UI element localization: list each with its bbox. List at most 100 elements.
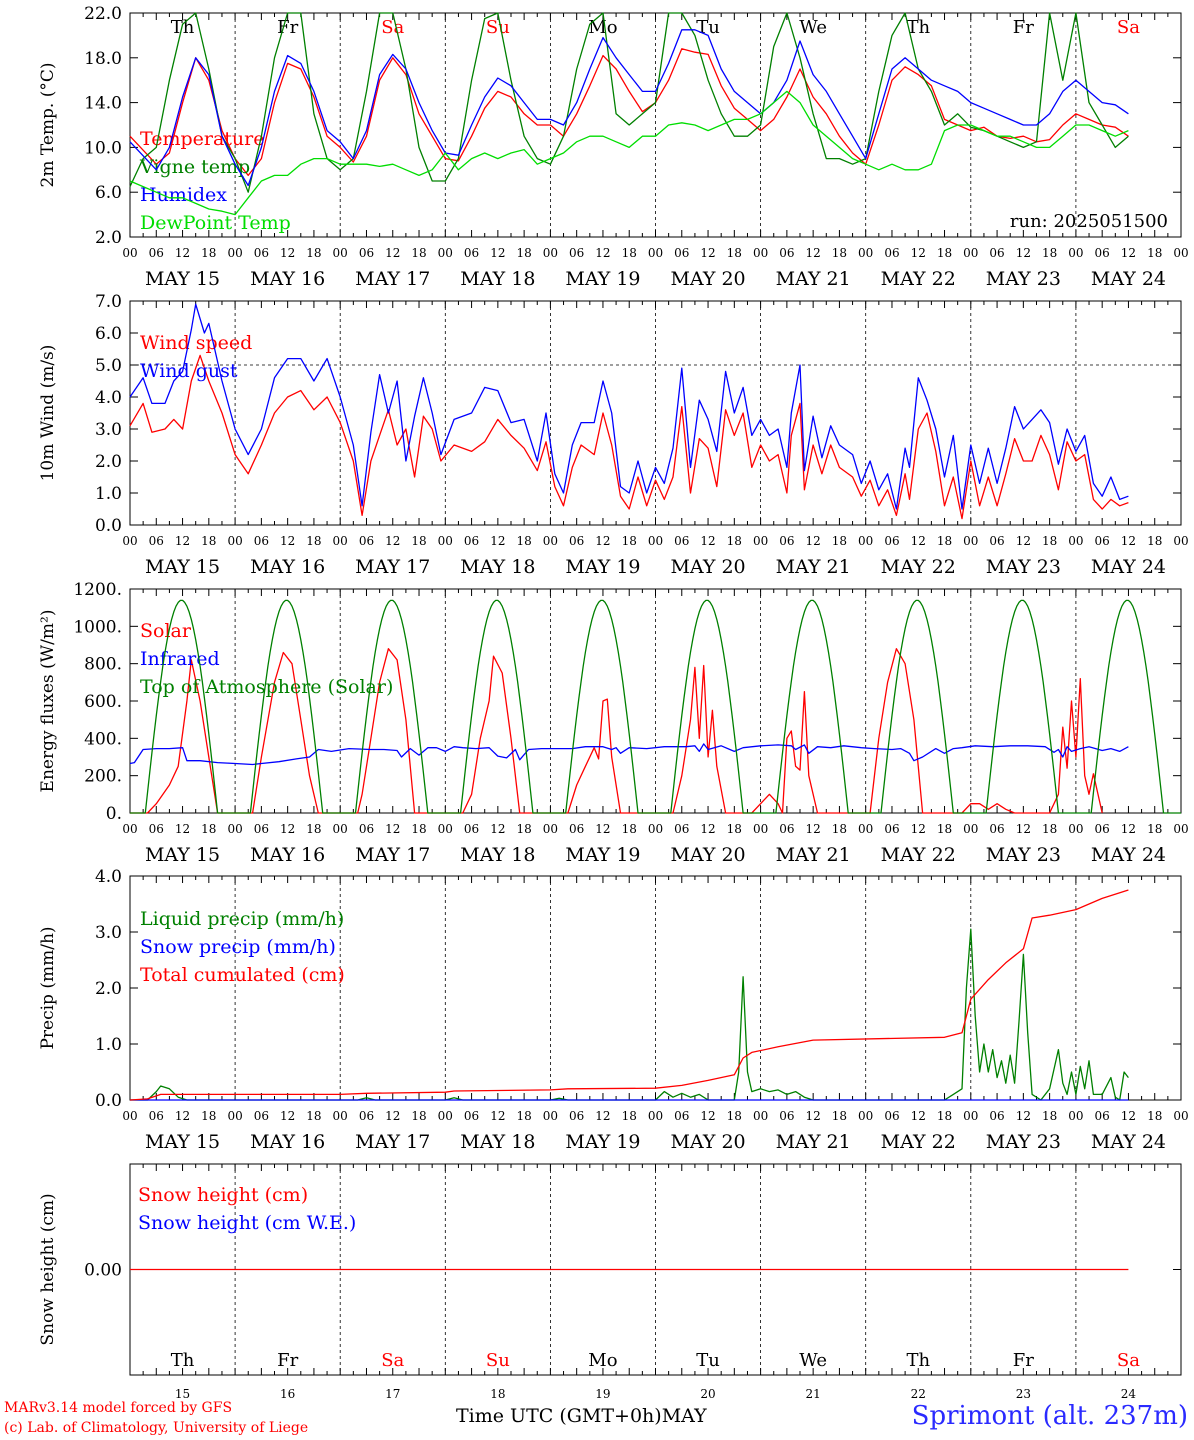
hour-tick-label: 12	[490, 534, 505, 548]
hour-tick-label: 12	[1121, 822, 1136, 836]
y-tick-label: 18.0	[84, 49, 122, 69]
run-label: run: 2025051500	[1010, 211, 1168, 232]
date-label: MAY 16	[250, 556, 325, 578]
date-label: MAY 17	[355, 556, 430, 578]
y-tick-label: 6.0	[95, 183, 122, 203]
hour-tick-label: 18	[937, 1109, 952, 1123]
hour-tick-label: 06	[359, 822, 374, 836]
hour-tick-label: 00	[1173, 246, 1188, 260]
hour-tick-label: 18	[1147, 1109, 1162, 1123]
hour-tick-label: 18	[1147, 534, 1162, 548]
hour-tick-label: 12	[175, 822, 190, 836]
y-axis-label: Precip (mm/h)	[38, 926, 58, 1049]
weekday-label: Sa	[1117, 17, 1140, 38]
hour-tick-label: 06	[779, 822, 794, 836]
hour-tick-label: 12	[280, 246, 295, 260]
hour-tick-label: 18	[622, 246, 637, 260]
hour-tick-label: 18	[306, 1109, 321, 1123]
date-label: MAY 16	[250, 844, 325, 866]
panel-frame	[129, 300, 1182, 526]
date-label: MAY 23	[986, 556, 1061, 578]
y-tick-label: 7.0	[95, 292, 122, 312]
legend-entry: Snow height (cm W.E.)	[138, 1212, 356, 1234]
y-tick-label: 4.0	[95, 867, 122, 887]
hour-tick-label: 06	[1095, 246, 1110, 260]
weekday-label: Sa	[1117, 1350, 1140, 1371]
day-number-label: 23	[1016, 1387, 1031, 1401]
legend-entry: Temperature	[140, 128, 264, 150]
y-tick-label: 0.0	[95, 1091, 122, 1111]
hour-tick-label: 06	[674, 534, 689, 548]
weekday-label: Sa	[381, 1350, 404, 1371]
hour-tick-label: 06	[989, 1109, 1004, 1123]
day-number-label: 15	[175, 1387, 190, 1401]
legend-entry: Solar	[140, 620, 192, 642]
date-label: MAY 18	[460, 844, 535, 866]
hour-tick-label: 00	[1068, 534, 1083, 548]
hour-tick-label: 06	[569, 246, 584, 260]
hour-tick-label: 06	[464, 534, 479, 548]
hour-tick-label: 00	[122, 1109, 137, 1123]
hour-tick-label: 00	[227, 822, 242, 836]
series-line	[129, 354, 1129, 520]
hour-tick-label: 06	[1095, 1109, 1110, 1123]
weekday-label: Th	[906, 1350, 930, 1371]
hour-tick-label: 00	[648, 1109, 663, 1123]
hour-tick-label: 00	[1173, 822, 1188, 836]
hour-tick-label: 00	[648, 246, 663, 260]
hour-tick-label: 06	[674, 822, 689, 836]
hour-tick-label: 18	[727, 1109, 742, 1123]
y-tick-label: 800.	[84, 655, 122, 675]
hour-tick-label: 00	[122, 822, 137, 836]
hour-tick-label: 18	[832, 246, 847, 260]
weekday-label: Su	[486, 17, 510, 38]
hour-tick-label: 18	[516, 534, 531, 548]
date-label: MAY 16	[250, 268, 325, 290]
date-label: MAY 22	[881, 556, 956, 578]
hour-tick-label: 18	[727, 246, 742, 260]
date-label: MAY 21	[776, 556, 851, 578]
hour-tick-label: 00	[963, 534, 978, 548]
hour-tick-label: 12	[1016, 246, 1031, 260]
legend-entry: Humidex	[140, 184, 227, 206]
hour-tick-label: 00	[1068, 1109, 1083, 1123]
weekday-label: Fr	[1013, 1350, 1034, 1371]
hour-tick-label: 18	[306, 246, 321, 260]
hour-tick-label: 06	[989, 534, 1004, 548]
y-tick-label: 3.0	[95, 420, 122, 440]
panel-frame	[129, 588, 1182, 814]
weekday-label: Mo	[588, 1350, 617, 1371]
y-axis-label: Energy fluxes (W/m²)	[38, 610, 58, 793]
hour-tick-label: 18	[937, 246, 952, 260]
hour-tick-label: 06	[254, 1109, 269, 1123]
y-tick-label: 3.0	[95, 923, 122, 943]
hour-tick-label: 06	[359, 246, 374, 260]
hour-tick-label: 00	[333, 246, 348, 260]
hour-tick-label: 00	[753, 246, 768, 260]
hour-tick-label: 12	[175, 1109, 190, 1123]
legend-entry: Snow height (cm)	[138, 1184, 308, 1206]
hour-tick-label: 12	[280, 822, 295, 836]
time-axis-title: Time UTC (GMT+0h)MAY	[456, 1405, 707, 1427]
hour-tick-label: 06	[149, 822, 164, 836]
hour-tick-label: 12	[700, 822, 715, 836]
day-number-label: 17	[385, 1387, 400, 1401]
hour-tick-label: 06	[569, 534, 584, 548]
hour-tick-label: 12	[385, 246, 400, 260]
hour-tick-label: 12	[1121, 534, 1136, 548]
hour-tick-label: 18	[727, 822, 742, 836]
hour-tick-label: 18	[201, 246, 216, 260]
weekday-label: Fr	[277, 17, 298, 38]
hour-tick-label: 12	[595, 246, 610, 260]
y-tick-label: 400.	[84, 729, 122, 749]
day-number-label: 21	[806, 1387, 821, 1401]
hour-tick-label: 06	[779, 534, 794, 548]
date-label: MAY 20	[670, 268, 745, 290]
date-label: MAY 24	[1091, 1131, 1166, 1153]
series-line	[129, 48, 1129, 177]
weekday-label: Su	[486, 1350, 510, 1371]
hour-tick-label: 12	[1016, 534, 1031, 548]
hour-tick-label: 00	[753, 822, 768, 836]
date-label: MAY 23	[986, 268, 1061, 290]
date-label: MAY 24	[1091, 844, 1166, 866]
